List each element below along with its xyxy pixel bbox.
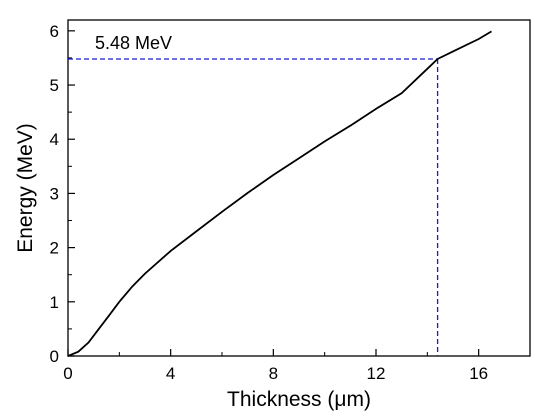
plot-frame	[67, 19, 531, 357]
x-tick-label: 4	[166, 364, 175, 383]
y-tick-label: 3	[50, 184, 59, 203]
x-tick-label: 0	[63, 364, 72, 383]
y-tick-label: 0	[50, 347, 59, 366]
reference-value-label: 5.48 MeV	[95, 33, 172, 53]
energy-curve	[67, 30, 492, 357]
reference-lines	[68, 58, 439, 356]
x-tick-label: 16	[469, 364, 488, 383]
x-axis-title: Thickness (μm)	[227, 388, 371, 411]
axis-ticks	[67, 30, 480, 357]
y-tick-label: 1	[50, 293, 59, 312]
y-tick-label: 6	[50, 22, 59, 41]
y-axis-title: Energy (MeV)	[14, 123, 37, 253]
x-tick-label: 8	[269, 364, 278, 383]
x-tick-label: 12	[367, 364, 386, 383]
y-tick-label: 4	[50, 130, 59, 149]
y-tick-label: 5	[50, 76, 59, 95]
y-tick-label: 2	[50, 239, 59, 258]
